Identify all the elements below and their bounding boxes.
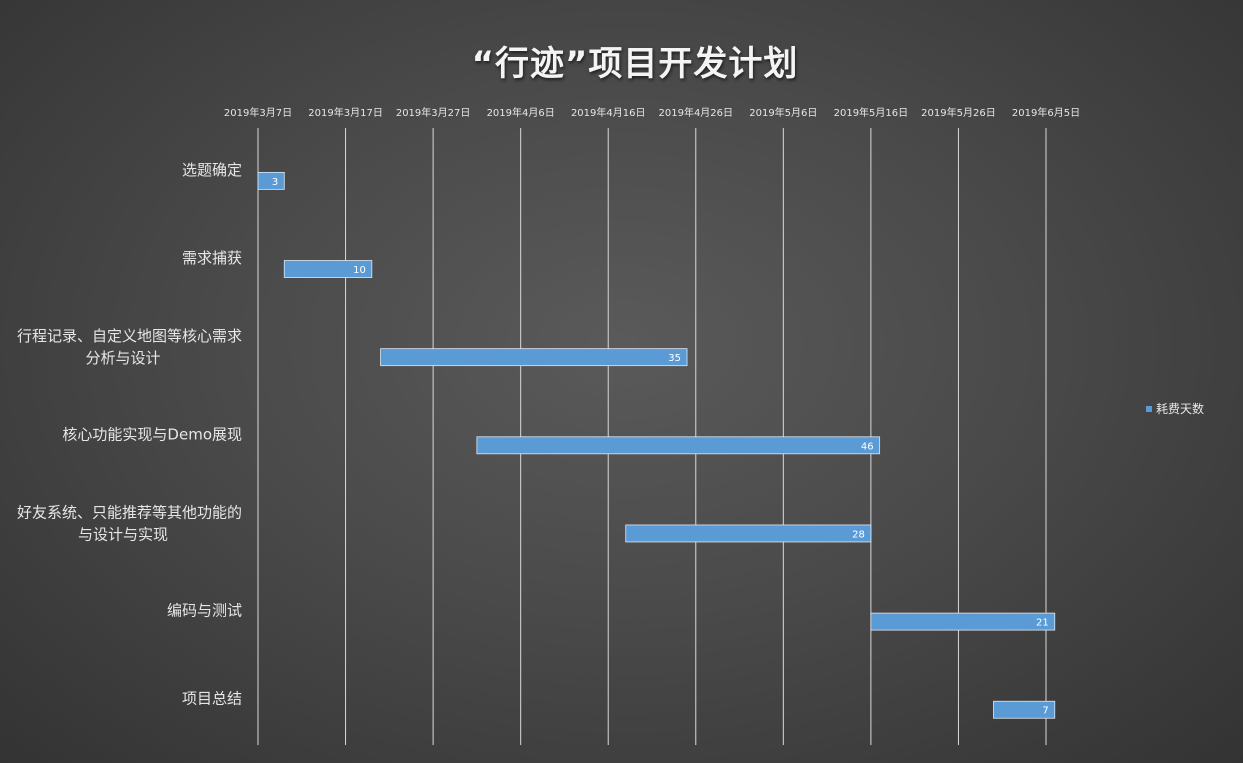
category-label: 与设计与实现: [78, 525, 168, 543]
category-label: 核心功能实现与Demo展现: [62, 425, 242, 443]
bar-data-label: 3: [272, 177, 278, 188]
x-tick-label: 2019年5月16日: [834, 106, 909, 119]
category-label: 好友系统、只能推荐等其他功能的: [17, 503, 242, 521]
bar: [257, 171, 285, 190]
bar: [625, 524, 872, 543]
bar-data-label: 46: [861, 441, 874, 452]
bar: [870, 612, 1056, 631]
x-tick-label: 2019年4月26日: [659, 106, 734, 119]
category-label: 分析与设计: [85, 349, 160, 367]
x-tick-label: 2019年5月6日: [749, 106, 817, 119]
x-tick-label: 2019年4月6日: [487, 106, 555, 119]
legend: 耗费天数: [1146, 400, 1204, 417]
bar-data-label: 35: [668, 353, 681, 364]
bar-data-label: 28: [852, 529, 865, 540]
legend-swatch: [1146, 405, 1152, 412]
x-tick-label: 2019年3月7日: [224, 106, 292, 119]
bar-data-label: 10: [353, 265, 366, 276]
legend-label: 耗费天数: [1156, 402, 1205, 416]
category-label: 需求捕获: [182, 249, 242, 267]
bar: [283, 260, 373, 278]
x-tick-label: 2019年4月16日: [571, 106, 646, 119]
category-label: 项目总结: [182, 690, 242, 708]
chart-title: “行迹”项目开发计划: [471, 44, 799, 84]
x-tick-label: 2019年5月26日: [921, 106, 996, 119]
x-tick-label: 2019年3月27日: [396, 106, 471, 119]
bar: [380, 348, 688, 367]
category-label: 行程记录、自定义地图等核心需求: [17, 327, 242, 345]
bar-data-label: 7: [1042, 706, 1048, 717]
category-label: 编码与测试: [167, 602, 242, 620]
x-tick-label: 2019年6月5日: [1012, 106, 1080, 119]
bar-data-label: 21: [1036, 618, 1049, 629]
x-tick-label: 2019年3月17日: [308, 106, 383, 119]
category-label: 选题确定: [182, 161, 242, 179]
bar: [993, 700, 1056, 719]
bar: [476, 436, 881, 455]
